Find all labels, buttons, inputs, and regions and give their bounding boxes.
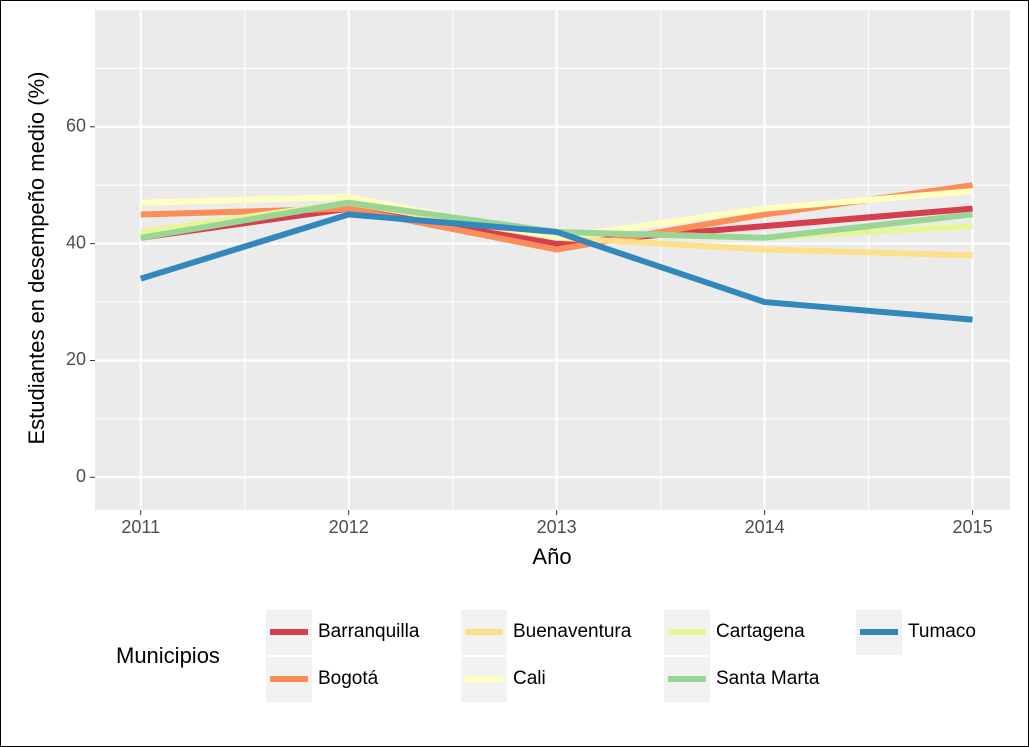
- legend-label: Barranquilla: [318, 621, 420, 642]
- x-tick-label: 2011: [121, 517, 160, 537]
- y-axis-title: Estudiantes en desempeño medio (%): [24, 72, 49, 445]
- panel-background: [95, 10, 1010, 510]
- legend-label: Cartagena: [716, 621, 805, 642]
- legend-label: Bogotá: [318, 668, 379, 689]
- x-tick-label: 2015: [953, 517, 993, 537]
- legend-label: Santa Marta: [716, 668, 820, 689]
- y-tick-label: 60: [66, 116, 86, 136]
- x-tick-label: 2014: [745, 517, 785, 537]
- x-tick-label: 2012: [329, 517, 369, 537]
- y-tick-label: 20: [66, 349, 86, 369]
- x-tick-label: 2013: [537, 517, 577, 537]
- x-axis-title: Año: [532, 544, 571, 569]
- legend-label: Cali: [513, 668, 546, 689]
- series-line: [139, 211, 973, 323]
- y-tick-label: 0: [76, 466, 86, 486]
- legend-label: Tumaco: [908, 621, 976, 642]
- series-line: [140, 205, 973, 247]
- y-tick-label: 40: [66, 232, 86, 252]
- legend-label: Buenaventura: [513, 621, 632, 642]
- legend-title: Municipios: [116, 643, 220, 668]
- series-line: [140, 188, 973, 241]
